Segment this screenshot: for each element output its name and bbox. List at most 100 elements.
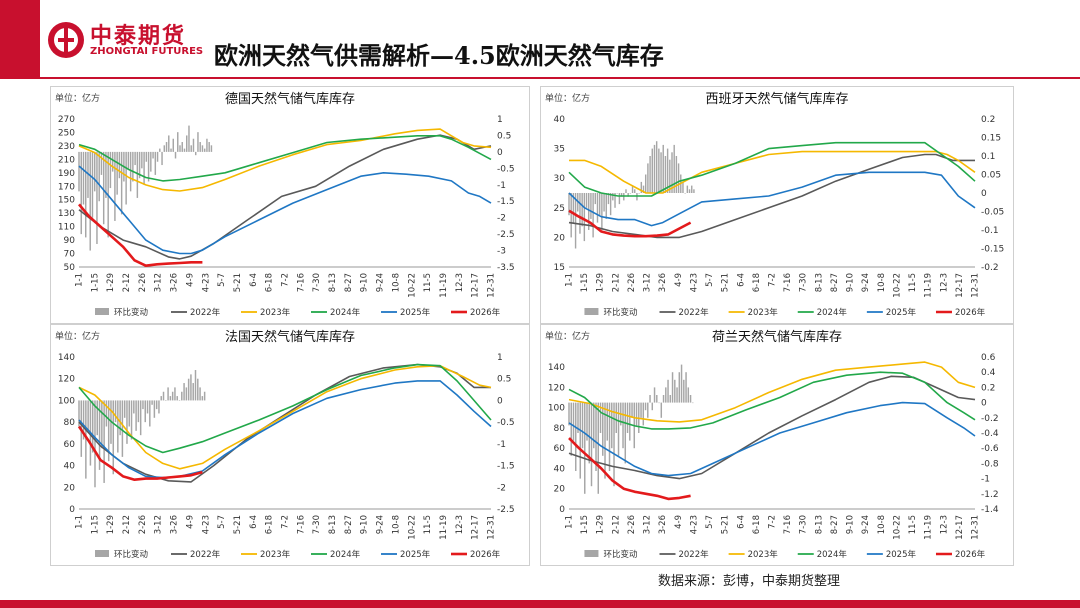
- change-bar: [585, 193, 588, 208]
- change-bar: [145, 151, 148, 162]
- x-tick-label: 3-12: [643, 515, 653, 534]
- change-bar: [123, 400, 126, 418]
- y-tick-label: 50: [64, 263, 76, 273]
- change-bar: [89, 151, 91, 251]
- y2-tick-label: -3: [497, 247, 506, 257]
- change-bar: [653, 387, 656, 403]
- series-line: [568, 171, 976, 227]
- y2-tick-label: 0.1: [981, 152, 995, 162]
- change-bar: [620, 193, 623, 197]
- x-tick-label: 11-5: [908, 515, 918, 534]
- x-tick-label: 4-23: [201, 515, 211, 534]
- change-bar: [678, 372, 681, 403]
- change-bar: [644, 174, 647, 193]
- change-bar: [109, 151, 112, 189]
- x-tick-label: 1-15: [580, 273, 590, 292]
- series-line: [568, 141, 976, 197]
- x-tick-label: 11-19: [924, 515, 934, 540]
- change-bar: [107, 400, 110, 462]
- y-tick-label: 100: [548, 404, 565, 414]
- y2-tick-label: 0: [981, 189, 987, 199]
- change-bar: [147, 151, 150, 182]
- x-tick-label: 9-24: [376, 515, 386, 534]
- y-tick-label: 140: [548, 363, 565, 373]
- change-bar: [126, 400, 128, 444]
- chart-panel-france: 单位：亿方 法国天然气储气库库存 140 120 100 80 60 40 20 0 1 0.5 0 -0…: [50, 324, 530, 566]
- change-bar: [669, 159, 671, 193]
- x-tick-label: 6-4: [249, 515, 259, 529]
- change-bar: [165, 142, 168, 152]
- x-tick-label: 2-12: [611, 515, 621, 534]
- change-bar: [631, 402, 633, 418]
- x-tick-label: 11-5: [423, 273, 433, 292]
- x-tick-label: 8-27: [344, 515, 354, 534]
- x-tick-label: 1-15: [90, 273, 100, 292]
- legend-label: 2024年: [817, 307, 848, 318]
- change-bar: [197, 132, 199, 152]
- legend-label: 2023年: [748, 307, 779, 318]
- change-bar: [649, 156, 651, 193]
- y-tick-label: 250: [58, 128, 75, 138]
- x-tick-label: 3-12: [643, 273, 653, 292]
- change-bar: [651, 402, 654, 411]
- x-tick-label: 2-12: [611, 273, 621, 292]
- change-bar: [142, 400, 144, 410]
- change-bar: [190, 145, 192, 152]
- legend-label: 2022年: [678, 307, 709, 318]
- change-bar: [572, 193, 575, 223]
- x-tick-label: 4-9: [185, 515, 195, 529]
- x-tick-label: 9-24: [376, 273, 386, 292]
- change-bar: [687, 387, 690, 403]
- change-bar: [590, 402, 593, 487]
- change-bar: [85, 400, 87, 479]
- data-source-note: 数据来源：彭博，中泰期货整理: [658, 574, 841, 589]
- x-tick-label: 7-16: [296, 273, 306, 292]
- change-bar: [153, 400, 156, 418]
- change-bar: [593, 402, 595, 449]
- change-bar: [671, 372, 674, 403]
- change-bar: [203, 391, 206, 401]
- x-tick-label: 6-4: [249, 273, 259, 287]
- series-line: [78, 128, 492, 192]
- change-bar: [91, 400, 94, 453]
- change-bar: [130, 400, 133, 440]
- change-bar: [120, 151, 123, 215]
- change-bar: [174, 387, 176, 401]
- change-bar: [149, 400, 151, 427]
- y2-tick-label: -0.8: [981, 459, 999, 469]
- legend-swatch: [584, 308, 599, 315]
- change-bar: [132, 151, 134, 182]
- y2-tick-label: 0: [497, 148, 503, 158]
- change-bar: [154, 151, 157, 175]
- y2-tick-label: -1.2: [981, 490, 999, 500]
- y-tick-label: 0: [69, 505, 75, 515]
- change-bar: [684, 193, 686, 194]
- change-bar: [187, 378, 190, 401]
- chart-unit-label: 单位：亿方: [55, 92, 100, 104]
- series-line: [568, 371, 976, 430]
- change-bar: [170, 148, 172, 152]
- y2-tick-label: -1.4: [981, 505, 999, 515]
- y-tick-label: 130: [58, 209, 75, 219]
- x-tick-label: 1-15: [90, 515, 100, 534]
- change-bar: [82, 151, 85, 205]
- change-bar: [638, 193, 640, 194]
- chart-title: 荷兰天然气储气库库存: [712, 329, 842, 345]
- x-tick-label: 3-26: [658, 515, 668, 534]
- x-tick-label: 7-30: [312, 515, 322, 534]
- change-bar: [631, 185, 634, 193]
- y2-tick-label: -0.5: [497, 418, 515, 428]
- y-tick-label: 30: [554, 174, 566, 184]
- change-bar: [666, 148, 669, 193]
- change-bar: [686, 185, 689, 193]
- change-bar: [178, 400, 181, 401]
- legend-swatch: [95, 550, 109, 557]
- change-bar: [617, 402, 620, 456]
- change-bar: [692, 402, 694, 404]
- change-bar: [624, 402, 627, 464]
- x-tick-label: 8-27: [830, 515, 840, 534]
- change-bar: [683, 379, 685, 403]
- change-bar: [192, 138, 195, 152]
- change-bar: [144, 400, 146, 423]
- change-bar: [194, 370, 197, 401]
